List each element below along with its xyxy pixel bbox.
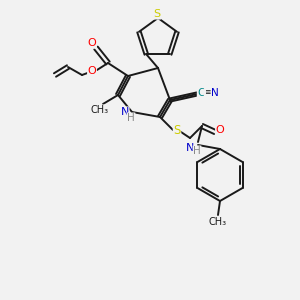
Text: O: O xyxy=(88,38,96,48)
Text: N: N xyxy=(211,88,219,98)
Text: C: C xyxy=(197,88,205,98)
Text: H: H xyxy=(193,146,201,156)
Text: CH₃: CH₃ xyxy=(209,217,227,227)
Text: ≡: ≡ xyxy=(204,88,212,98)
Text: O: O xyxy=(216,125,224,135)
Text: H: H xyxy=(127,113,135,123)
Text: O: O xyxy=(88,66,96,76)
Text: N: N xyxy=(186,143,194,153)
Text: S: S xyxy=(173,124,181,136)
Text: N: N xyxy=(121,107,129,117)
Text: CH₃: CH₃ xyxy=(91,105,109,115)
Text: S: S xyxy=(153,9,161,19)
